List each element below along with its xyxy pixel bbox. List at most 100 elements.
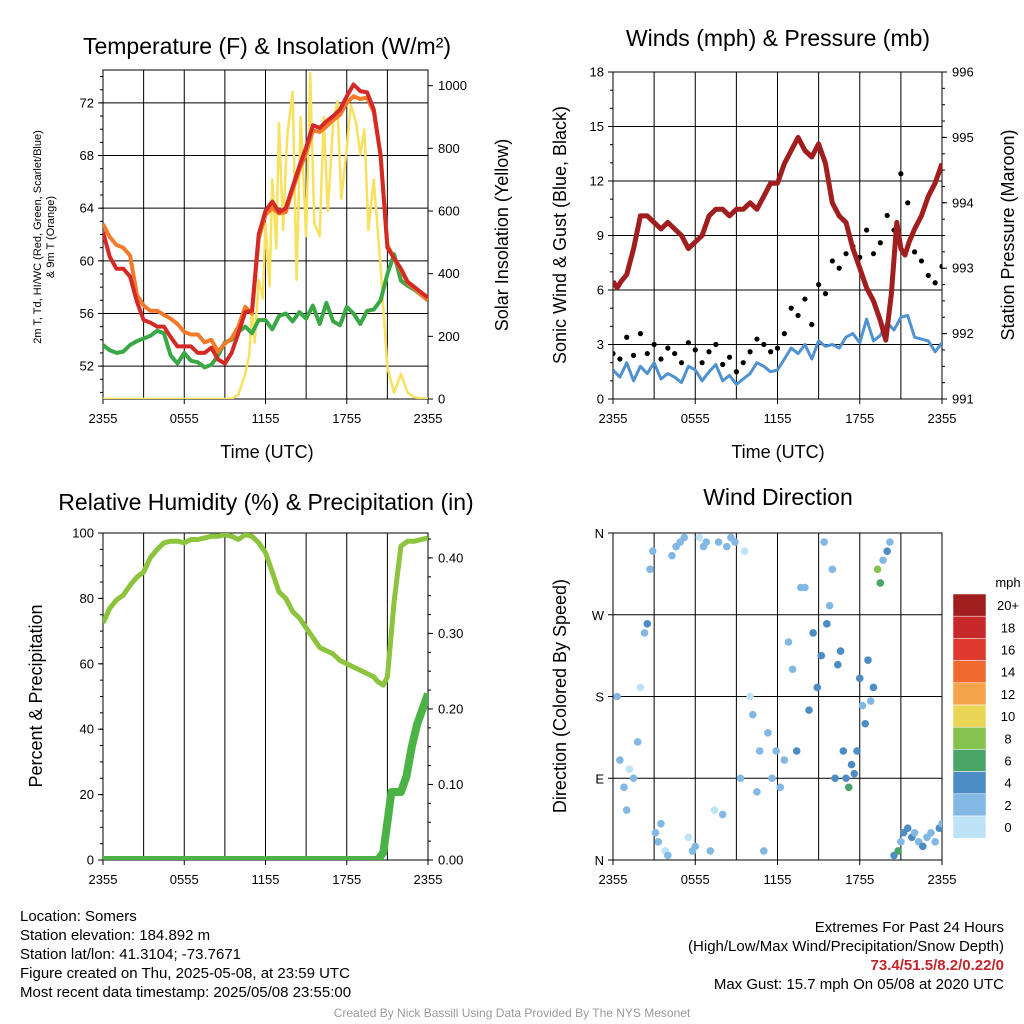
colorbar-label: 6 (1004, 754, 1011, 769)
dir-xtick-label: 2355 (928, 872, 957, 887)
precipitation-line (103, 692, 428, 860)
temp-xtick-label: 1155 (252, 411, 280, 426)
dir-series-group (613, 533, 942, 860)
colorbar-label: 8 (1004, 731, 1011, 746)
pressure-line (613, 134, 942, 343)
gust-point (836, 265, 842, 271)
gust-point (795, 312, 801, 319)
wind-direction-point (883, 547, 891, 555)
dir-ytick-label: E (595, 771, 604, 786)
wind-direction-point (684, 833, 693, 842)
wind-direction-point (834, 660, 842, 669)
wind-direction-point (927, 828, 935, 837)
temp-xtick-label: 0555 (170, 411, 199, 426)
temp-xtick-label: 2355 (414, 411, 443, 426)
gust-point (706, 349, 712, 355)
temp-ytick-label: 68 (80, 148, 94, 163)
wind-direction-point (620, 783, 628, 792)
gust-point (829, 258, 835, 264)
gust-point (726, 354, 733, 360)
wind-direction-point (876, 579, 885, 587)
gust-point (884, 212, 890, 219)
wind-direction-point (651, 828, 660, 837)
gust-point (651, 341, 657, 348)
gust-point (692, 347, 698, 353)
wind-direction-point (864, 656, 872, 664)
colorbar-swatch (952, 704, 987, 728)
gust-point (788, 305, 794, 311)
colorbar-label: 4 (1004, 776, 1011, 791)
wind-plot-area (612, 71, 943, 400)
wind-direction-point (691, 842, 700, 851)
wind-direction-point (702, 538, 711, 546)
gust-point (685, 340, 691, 346)
wind-direction-point (640, 629, 649, 637)
wind-direction-point (706, 847, 715, 855)
wind-direction-point (625, 765, 634, 773)
wind-direction-point (710, 806, 719, 814)
colorbar-swatch (952, 615, 987, 639)
gust-point (740, 360, 746, 366)
dir-xtick-label: 1755 (845, 872, 874, 887)
rh-ytick-label: 20 (80, 787, 94, 802)
colorbar-swatch (952, 593, 987, 617)
gust-point (699, 360, 705, 366)
wind-direction-point (938, 819, 942, 828)
gust-point (747, 349, 753, 355)
wind-direction-point (776, 783, 785, 792)
rh-y2tick-label: 0.20 (438, 701, 463, 716)
wind-xtick-label: 1755 (845, 411, 874, 426)
wind-direction-point (813, 683, 822, 692)
temp-xtick-label: 2355 (89, 411, 118, 426)
wind-xtick-label: 1155 (764, 411, 792, 426)
wind-direction-point (680, 533, 689, 542)
wind-direction-point (695, 533, 704, 542)
rh-xtick-label: 2355 (414, 872, 443, 887)
wind-xtick-label: 2355 (928, 411, 957, 426)
colorbar-swatch (952, 638, 987, 661)
wind-ytick-label: 15 (590, 119, 604, 134)
wind-direction-point (825, 601, 834, 610)
wind-direction-point (836, 647, 845, 655)
rh-series-group (103, 533, 428, 860)
gust-point (781, 331, 787, 337)
gust-point (733, 369, 739, 375)
temp-y2tick-label: 0 (438, 392, 445, 407)
gust-point (932, 280, 938, 286)
wind-direction-point (853, 747, 861, 755)
wind-direction-point (873, 565, 882, 574)
elevation-text: Station elevation: 184.892 m (20, 927, 211, 944)
wind-ytick-label: 0 (597, 392, 604, 407)
gust-point (678, 360, 685, 366)
wind-y2tick-label: 992 (952, 326, 974, 341)
gust-point (754, 336, 760, 342)
dir-plot-area (612, 532, 943, 861)
temp-xtick-label: 1755 (332, 411, 361, 426)
wind-xtick-label: 2355 (599, 411, 628, 426)
temp-ytick-label: 56 (80, 306, 94, 321)
wind-direction-point (657, 819, 665, 828)
wind-direction-point (792, 747, 801, 755)
colorbar-swatch (952, 771, 987, 795)
wind-direction-point (668, 551, 676, 560)
wind-direction-point (755, 747, 764, 755)
wind-direction-point (736, 774, 745, 783)
gust-point (898, 171, 904, 177)
gust-point (864, 227, 870, 233)
wind-direction-point (823, 620, 831, 628)
gust-point (613, 350, 616, 357)
rh-ytick-label: 0 (87, 853, 94, 868)
wind-direction-point (740, 547, 749, 555)
wind-direction-point (844, 783, 853, 792)
wind-direction-point (839, 747, 848, 755)
wind-direction-point (842, 774, 850, 783)
wind-ytick-label: 6 (597, 283, 604, 298)
wind-y2tick-label: 996 (952, 65, 974, 80)
gust-point (644, 350, 650, 357)
dewpoint-line (103, 252, 428, 370)
rh-xtick-label: 1755 (332, 872, 361, 887)
temp-series-group (103, 71, 428, 399)
extremes-subheading: (High/Low/Max Wind/Precipitation/Snow De… (688, 938, 1004, 955)
wind-direction-point (746, 692, 754, 701)
